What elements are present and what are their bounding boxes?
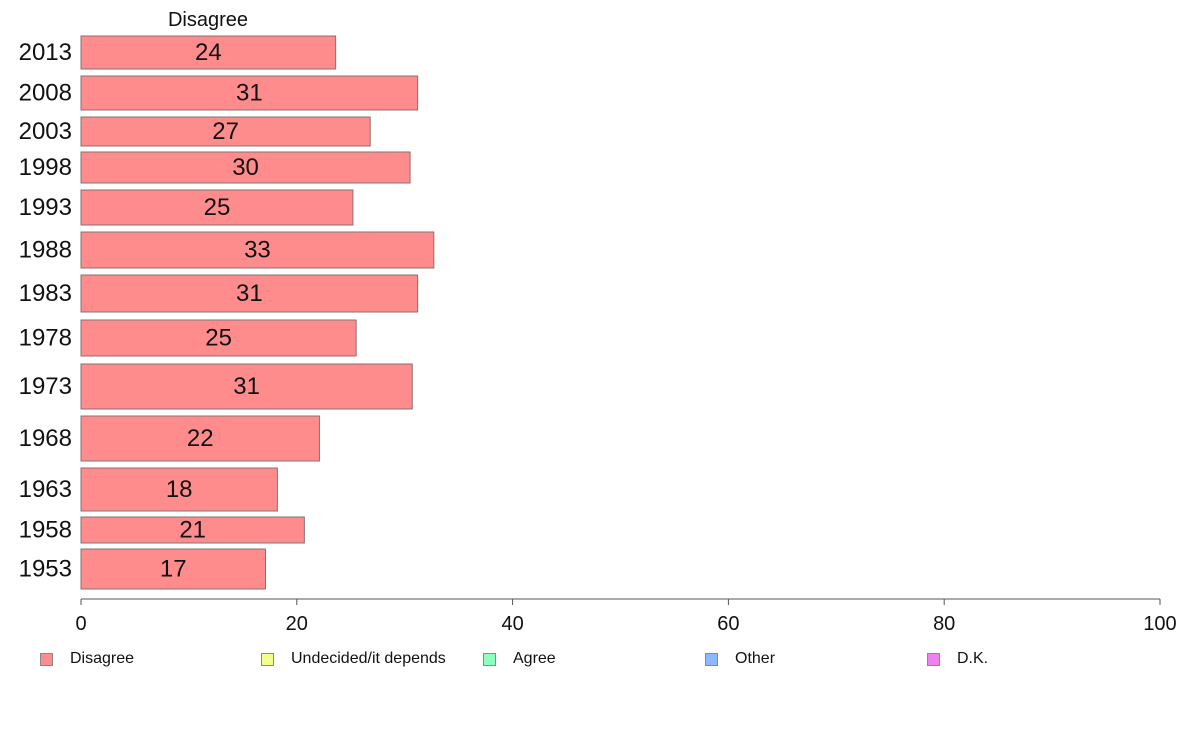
bar-1983 [80, 274, 419, 313]
y-tick-label-1958: 1958 [19, 517, 72, 544]
bar-1963 [80, 467, 278, 512]
bar-label-2008: 31 [236, 80, 263, 107]
legend-swatch [705, 652, 718, 666]
y-tick-label-1988: 1988 [19, 237, 72, 264]
y-tick-label-2003: 2003 [19, 118, 72, 145]
bar-1968 [80, 415, 320, 462]
bar-label-1978: 25 [205, 325, 232, 352]
bar-label-1983: 31 [236, 280, 263, 307]
legend-swatch [261, 652, 274, 666]
bar-label-1958: 21 [179, 517, 206, 544]
y-tick-label-1973: 1973 [19, 373, 72, 400]
y-tick-label-1998: 1998 [19, 154, 72, 181]
bar-1993 [80, 189, 354, 226]
x-tick-label-60: 60 [717, 613, 739, 635]
bar-label-1988: 33 [244, 237, 271, 264]
x-tick-label-100: 100 [1143, 613, 1176, 635]
legend-swatch [483, 652, 496, 666]
x-axis: 0 20 40 60 80 100 [75, 598, 1177, 635]
legend-item-3: Agree [483, 650, 556, 668]
bar-1978 [80, 319, 357, 357]
bar-1988 [80, 231, 435, 269]
panel-title: Disagree [168, 9, 248, 31]
legend-item-4: Other [705, 650, 775, 668]
bar-label-1998: 30 [232, 154, 259, 181]
legend-label: Undecided/it depends [291, 650, 446, 667]
bar-1958 [80, 516, 305, 544]
legend-swatch [927, 652, 940, 666]
legend-label: Agree [513, 650, 556, 667]
y-tick-label-1983: 1983 [19, 280, 72, 307]
bar-1953 [80, 548, 267, 590]
bar-label-1973: 31 [233, 373, 260, 400]
y-tick-label-1963: 1963 [19, 476, 72, 503]
legend-label: Disagree [70, 650, 135, 667]
y-tick-label-2013: 2013 [19, 39, 72, 66]
bar-label-1993: 25 [204, 194, 231, 221]
legend-swatch [40, 652, 53, 666]
bar-label-2003: 27 [212, 118, 239, 145]
bar-1973 [80, 363, 413, 410]
bar-label-1968: 22 [187, 425, 214, 452]
legend-item-2: Undecided/it depends [261, 650, 446, 668]
x-tick-label-0: 0 [75, 613, 86, 635]
bar-2013 [80, 35, 337, 70]
x-tick-label-40: 40 [501, 613, 523, 635]
y-axis-labels: 2013 2008 2003 1998 1993 1988 1983 1978 1973 1968… [19, 39, 72, 583]
x-tick-label-80: 80 [933, 613, 955, 635]
bar-1998 [80, 151, 411, 184]
legend-item-1: Disagree [40, 650, 134, 668]
y-tick-label-1953: 1953 [19, 556, 72, 583]
x-tick-label-20: 20 [286, 613, 308, 635]
bar-2003 [80, 116, 371, 147]
legend-item-5: D.K. [927, 650, 988, 668]
bar-label-1963: 18 [166, 476, 193, 503]
y-tick-label-2008: 2008 [19, 80, 72, 107]
y-tick-label-1978: 1978 [19, 325, 72, 352]
bar-2008 [80, 75, 419, 111]
legend-label: Other [735, 650, 776, 667]
legend-label: D.K. [957, 650, 989, 667]
y-tick-label-1993: 1993 [19, 194, 72, 221]
bar-label-2013: 24 [195, 39, 222, 66]
y-tick-label-1968: 1968 [19, 425, 72, 452]
bar-label-1953: 17 [160, 556, 187, 583]
legend: Disagree Undecided/it depends Agree Other D.… [0, 650, 1188, 676]
